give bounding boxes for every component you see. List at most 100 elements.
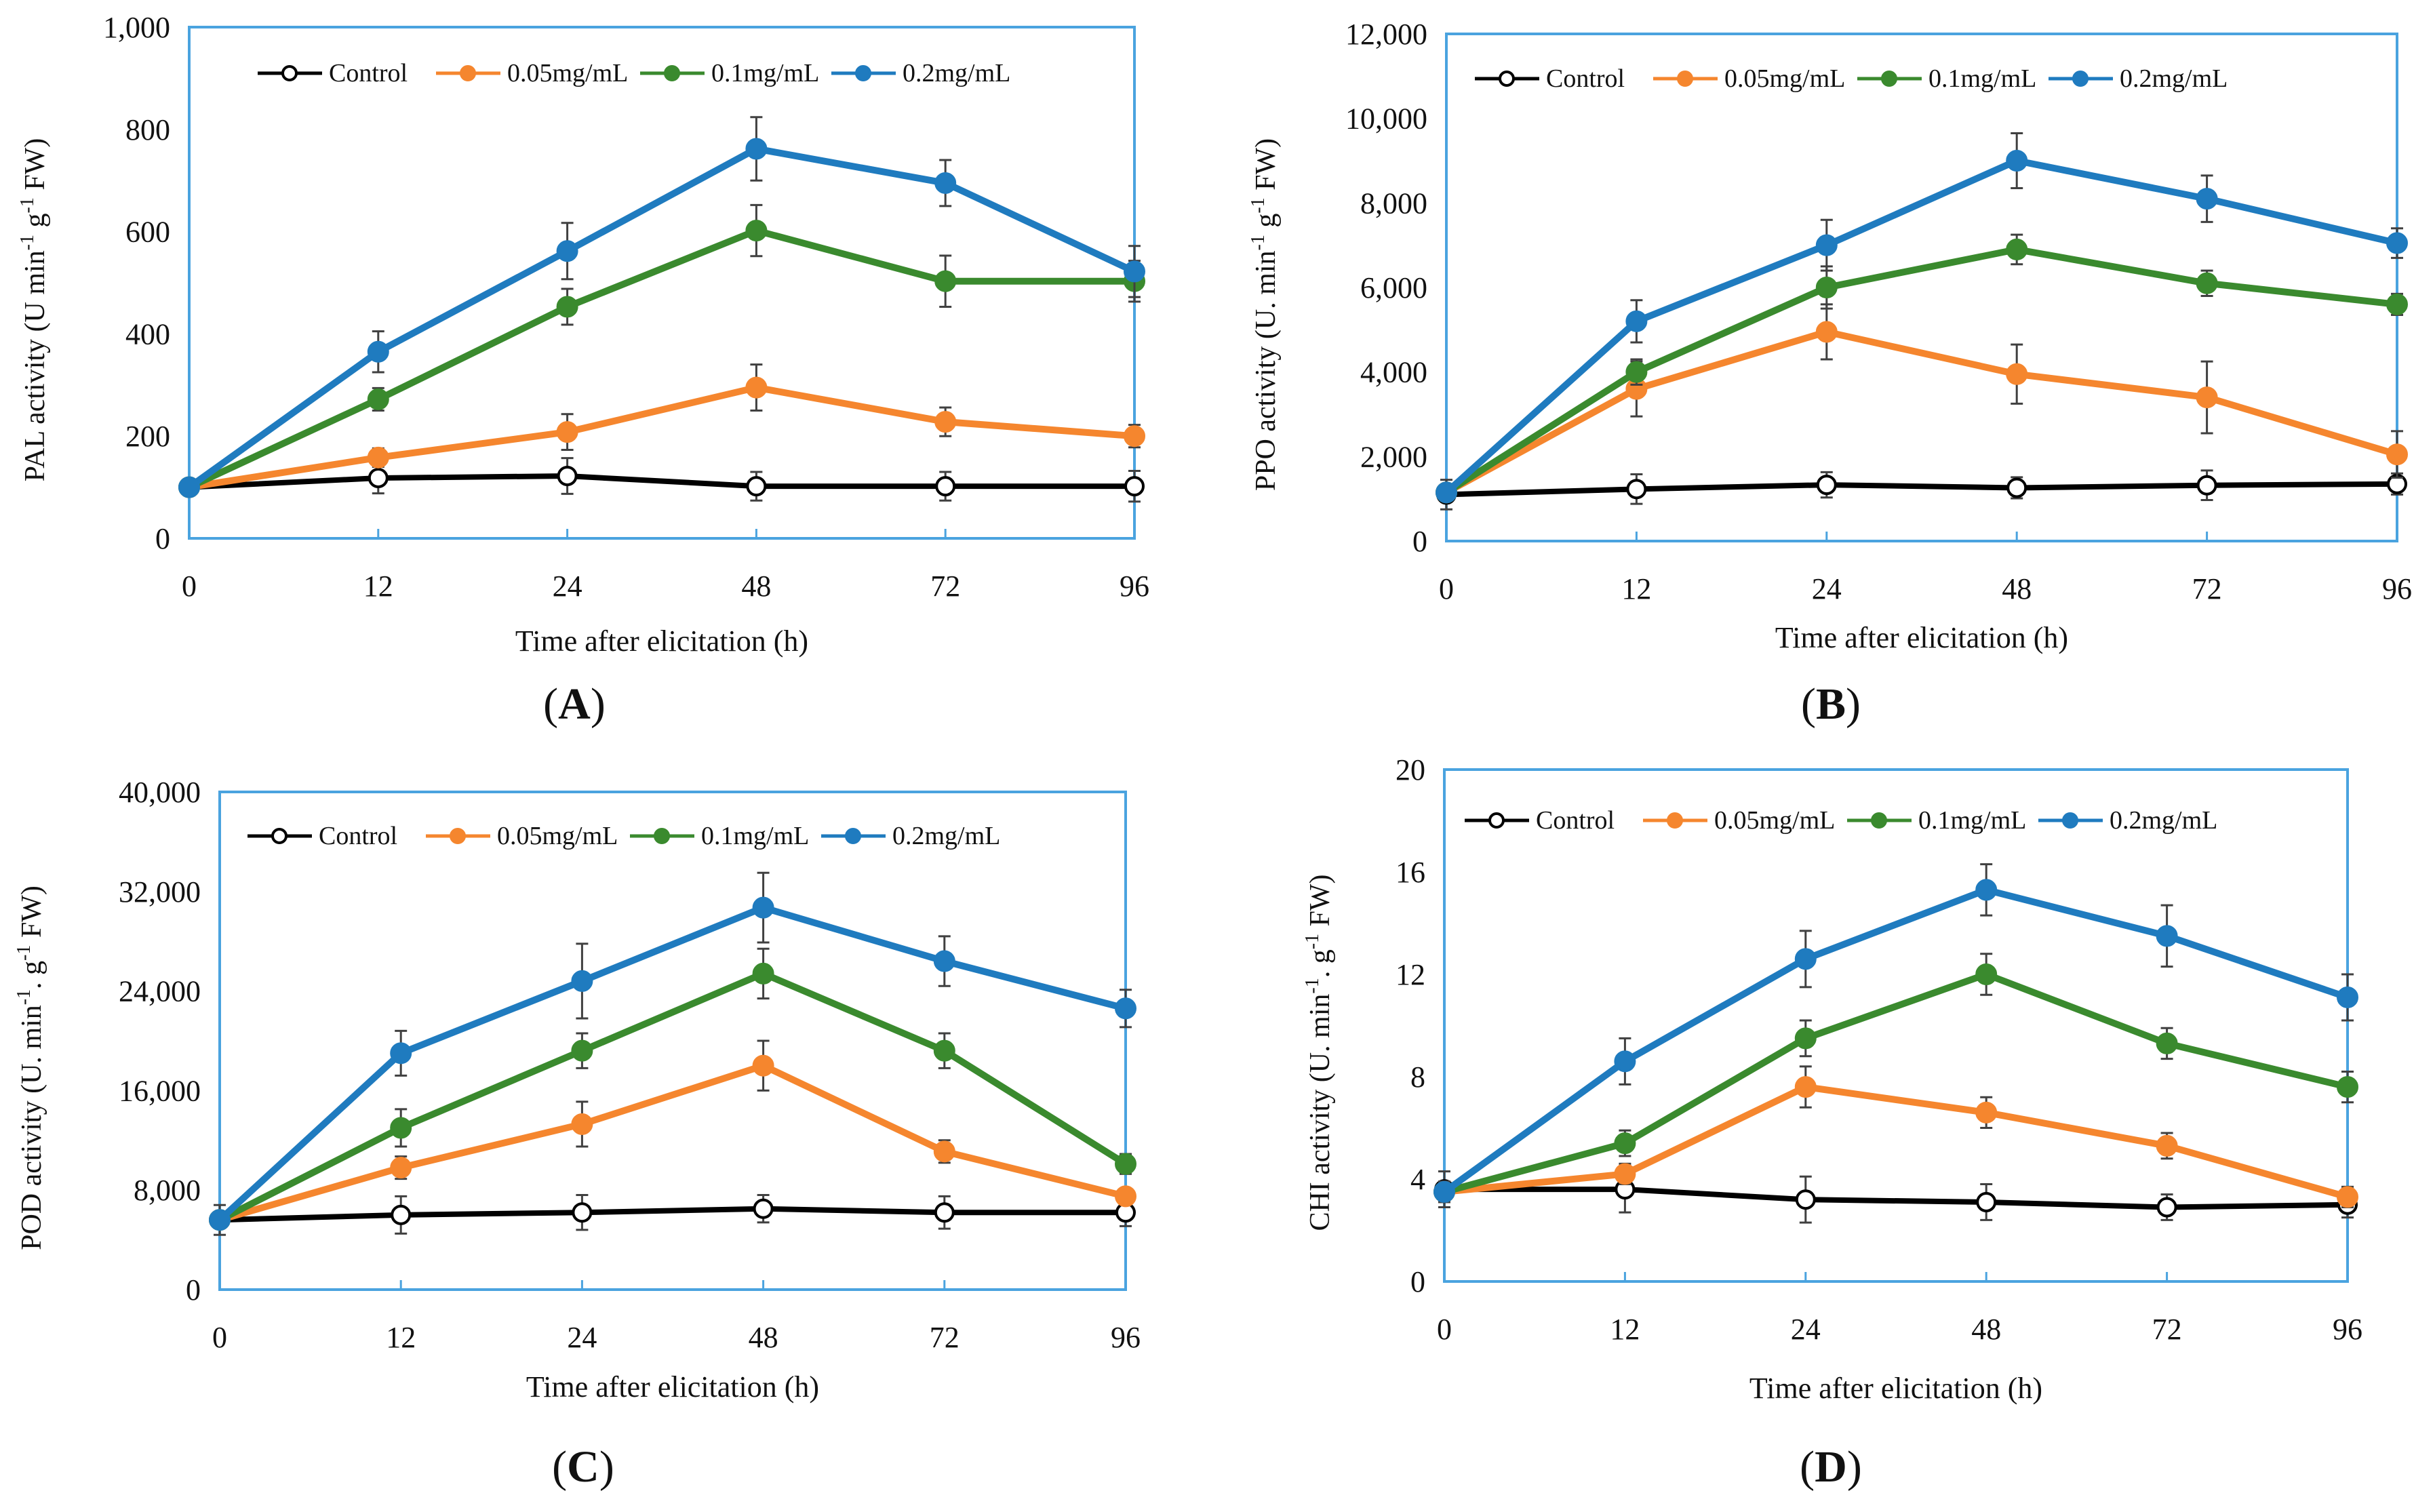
x-tick-label: 96 xyxy=(2333,1313,2362,1346)
data-point xyxy=(178,476,200,498)
data-point xyxy=(1815,321,1838,343)
data-point xyxy=(2006,477,2027,498)
series-line xyxy=(1446,481,2398,498)
legend-label: Control xyxy=(329,59,408,87)
x-tick-label: 96 xyxy=(1111,1321,1141,1354)
data-point xyxy=(391,1204,412,1225)
x-tick-label: 0 xyxy=(182,570,197,603)
y-tick-label: 32,000 xyxy=(119,875,201,909)
series-line xyxy=(1444,1187,2348,1210)
data-point xyxy=(934,1202,955,1223)
data-point xyxy=(556,421,578,443)
y-tick-label: 10,000 xyxy=(1345,102,1427,136)
data-point xyxy=(2006,363,2028,385)
y-tick-label: 8,000 xyxy=(1360,186,1427,220)
x-tick-label: 12 xyxy=(1621,572,1651,605)
chart-panel-a: 0 200 400 600 800 1,000 0 12 24 48 72 96 Time after … xyxy=(17,11,1149,729)
legend-label: 0.1mg/mL xyxy=(701,822,809,850)
data-point xyxy=(2337,1076,2358,1098)
x-tick-label: 0 xyxy=(1439,572,1454,605)
legend-label: 0.2mg/mL xyxy=(892,822,1000,850)
series-line xyxy=(1444,245,2398,496)
series-line xyxy=(1444,1083,2349,1201)
legend-marker xyxy=(1499,71,1515,87)
data-point xyxy=(1115,997,1136,1020)
data-point xyxy=(572,1202,593,1223)
data-point xyxy=(556,240,578,262)
data-point xyxy=(367,340,389,363)
data-point xyxy=(209,1209,231,1231)
series-control xyxy=(210,1194,1136,1236)
data-point xyxy=(745,138,768,160)
x-tick-label: 72 xyxy=(930,570,960,603)
data-point xyxy=(1816,475,1837,496)
plot-frame xyxy=(1443,768,2349,1283)
legend-marker xyxy=(2072,71,2089,87)
legend-label: Control xyxy=(319,822,397,850)
data-point xyxy=(1794,1027,1817,1050)
legend-label: 0.05mg/mL xyxy=(507,59,628,87)
series-line xyxy=(217,904,1127,1222)
x-axis-label: Time after elicitation (h) xyxy=(1775,621,2068,654)
x-tick-label: 24 xyxy=(553,570,582,603)
data-point xyxy=(1976,1191,1997,1212)
data-point xyxy=(752,962,774,984)
data-point xyxy=(935,476,956,497)
y-tick-label: 600 xyxy=(125,216,170,249)
data-point xyxy=(390,1157,412,1179)
series-0-05mg-ml xyxy=(178,363,1145,498)
data-point xyxy=(2337,1186,2358,1208)
y-tick-label: 200 xyxy=(125,420,170,453)
panel-caption: (D) xyxy=(1800,1442,1862,1492)
data-point xyxy=(2386,443,2408,466)
data-point xyxy=(934,270,957,292)
data-point xyxy=(2156,1134,2178,1157)
data-point xyxy=(933,950,955,972)
plot-frame xyxy=(218,791,1127,1291)
data-point xyxy=(2156,1032,2178,1054)
x-tick-label: 48 xyxy=(741,570,771,603)
data-point xyxy=(1124,425,1145,447)
chart-panel-b: 0 2,000 4,000 6,000 8,000 10,000 12,000 0 12 24 48… xyxy=(1248,18,2412,729)
data-point xyxy=(2006,150,2028,172)
x-tick-label: 24 xyxy=(1812,572,1842,605)
y-axis-label: PPO activity (U. min-1​ g-1​ FW) xyxy=(1248,138,1282,491)
chart-panel-c: 0 8,000 16,000 24,000 32,000 40,000 0 12 24 48 72 9… xyxy=(14,776,1141,1492)
series-control xyxy=(1436,469,2407,511)
data-point xyxy=(1794,948,1817,970)
x-axis-label: Time after elicitation (h) xyxy=(1749,1372,2042,1405)
y-tick-label: 4,000 xyxy=(1360,356,1427,389)
x-tick-label: 24 xyxy=(1791,1313,1821,1346)
y-tick-label: 4 xyxy=(1410,1163,1425,1196)
y-axis-label: POD activity (U. min-1​. g-1​ FW) xyxy=(14,886,47,1250)
legend-label: 0.2mg/mL xyxy=(2110,806,2217,835)
series-line xyxy=(1442,886,2349,1195)
series-0-2mg-ml xyxy=(1436,132,2408,504)
series-0-2mg-ml xyxy=(1433,863,2358,1203)
data-point xyxy=(1794,1076,1817,1098)
data-point xyxy=(1626,479,1647,500)
data-point xyxy=(934,172,957,194)
x-tick-label: 12 xyxy=(386,1321,416,1354)
y-tick-label: 1,000 xyxy=(103,11,170,44)
data-point xyxy=(1975,963,1998,985)
legend-marker xyxy=(1667,812,1683,829)
series-line xyxy=(1443,971,2349,1195)
series-line xyxy=(189,473,1134,490)
panel-caption: (A) xyxy=(543,679,606,729)
legend-marker xyxy=(654,828,670,844)
legend-marker xyxy=(1488,812,1505,829)
x-tick-label: 12 xyxy=(1610,1313,1640,1346)
data-point xyxy=(1614,1132,1636,1155)
legend-marker xyxy=(450,828,466,844)
plot-frame xyxy=(1445,33,2398,542)
y-tick-label: 40,000 xyxy=(119,776,201,809)
series-0-1mg-ml xyxy=(209,947,1136,1231)
data-point xyxy=(2386,232,2408,254)
legend-marker xyxy=(1871,812,1887,829)
data-point xyxy=(933,1039,955,1062)
data-point xyxy=(1124,260,1145,283)
x-tick-label: 72 xyxy=(2192,572,2222,605)
data-point xyxy=(1115,1153,1136,1175)
